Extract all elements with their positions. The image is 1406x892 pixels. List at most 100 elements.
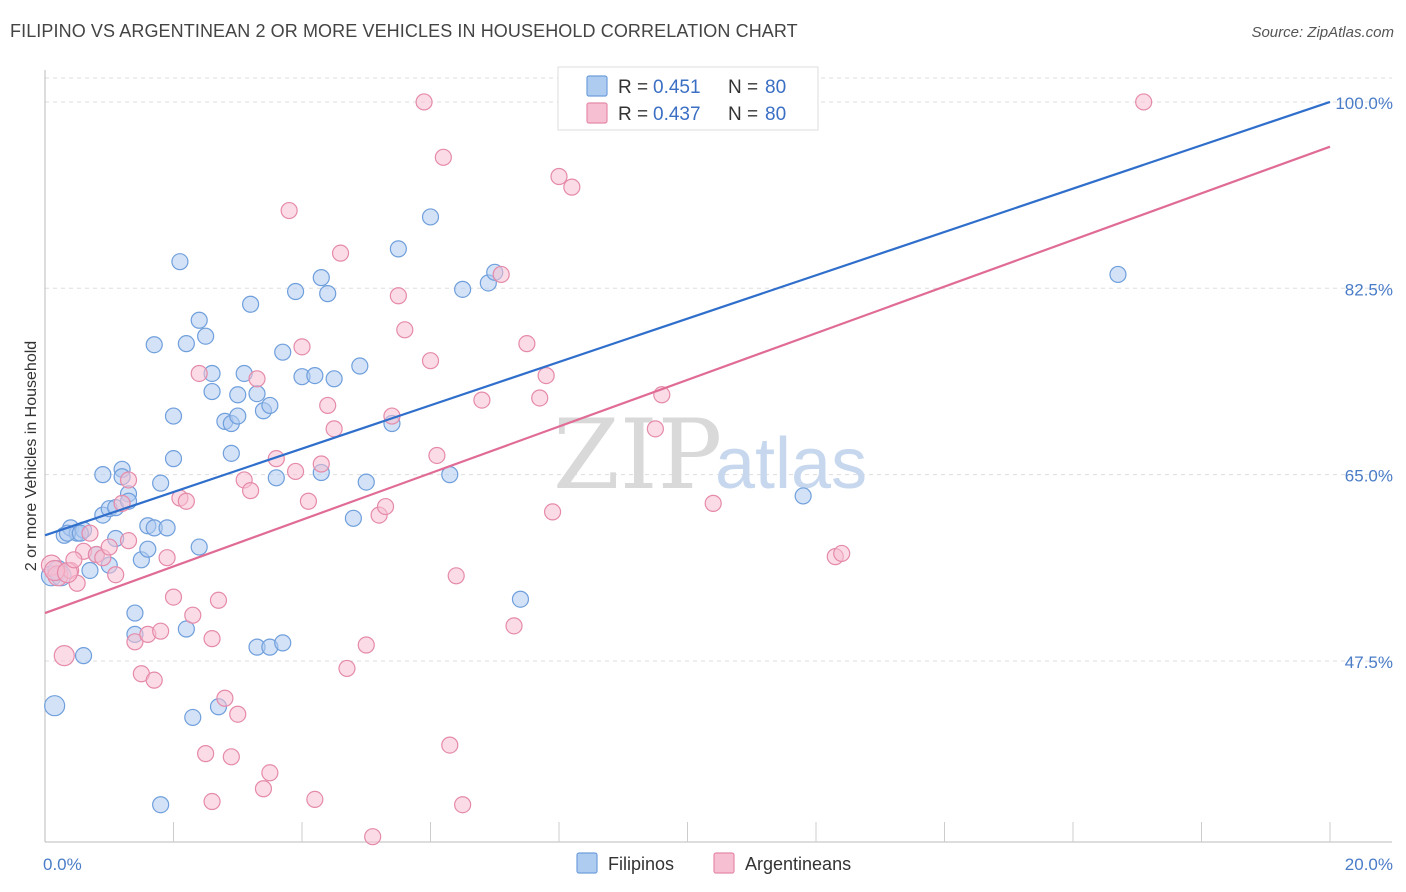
argentineans-point-13 bbox=[119, 471, 138, 489]
argentineans-point-10 bbox=[107, 566, 125, 584]
legend-n-value-argentineans: 80 bbox=[765, 104, 786, 125]
legend-r-label-argentineans: R = bbox=[618, 104, 648, 125]
argentineans-point-28 bbox=[209, 591, 228, 609]
bottom-legend-filipinos: Filipinos bbox=[608, 854, 674, 874]
argentineans-point-34 bbox=[248, 370, 266, 388]
legend-r-value-argentineans: 0.437 bbox=[653, 104, 701, 125]
argentineans-point-14 bbox=[126, 633, 144, 651]
filipinos-point-48 bbox=[248, 385, 266, 403]
filipinos-point-70 bbox=[454, 280, 472, 298]
argentineans-point-67 bbox=[537, 367, 555, 385]
chart-title: FILIPINO VS ARGENTINEAN 2 OR MORE VEHICL… bbox=[10, 21, 798, 41]
filipinos-point-47 bbox=[242, 295, 260, 313]
legend-swatch-filipinos bbox=[586, 75, 608, 97]
argentineans-point-35 bbox=[254, 780, 273, 798]
argentineans-point-48 bbox=[357, 636, 375, 654]
y-axis-label: 2 or more Vehicles in Household bbox=[23, 341, 40, 571]
x-tick-label-1: 20.0% bbox=[1345, 855, 1393, 874]
filipinos-point-43 bbox=[222, 444, 240, 462]
filipinos-point-51 bbox=[261, 396, 279, 415]
argentineans-point-17 bbox=[145, 671, 163, 689]
filipinos-point-55 bbox=[274, 634, 292, 652]
filipinos-point-74 bbox=[794, 487, 812, 505]
filipinos-point-62 bbox=[325, 370, 343, 388]
filipinos-point-37 bbox=[197, 327, 215, 345]
argentineans-point-43 bbox=[312, 455, 330, 473]
filipinos-points bbox=[40, 208, 1127, 814]
argentineans-point-24 bbox=[190, 364, 208, 383]
y-tick-labels: 100.0% 82.5% 65.0% 47.5% bbox=[1335, 94, 1393, 672]
argentineans-point-23 bbox=[184, 606, 202, 624]
watermark-atlas: atlas bbox=[715, 424, 867, 504]
argentineans-point-69 bbox=[550, 167, 568, 186]
argentineans-point-39 bbox=[286, 462, 305, 481]
legend-n-label-filipinos: N = bbox=[728, 77, 758, 98]
filipinos-point-56 bbox=[286, 282, 305, 301]
argentineans-point-60 bbox=[447, 567, 465, 585]
x-tick-marks bbox=[173, 822, 1331, 842]
filipinos-point-68 bbox=[421, 208, 440, 226]
filipinos-point-10 bbox=[94, 466, 112, 484]
filipinos-point-26 bbox=[152, 474, 170, 492]
filipinos-point-36 bbox=[190, 311, 208, 329]
y-tick-label-1: 82.5% bbox=[1345, 280, 1393, 299]
argentineans-point-37 bbox=[267, 450, 285, 468]
argentineans-point-62 bbox=[473, 391, 491, 409]
argentineans-point-40 bbox=[293, 338, 311, 356]
argentineans-point-54 bbox=[396, 321, 414, 339]
axes bbox=[44, 70, 1392, 843]
trend-lines bbox=[44, 100, 1331, 615]
argentineans-point-49 bbox=[364, 828, 382, 846]
filipinos-point-44 bbox=[229, 407, 247, 425]
argentineans-trend-line bbox=[44, 145, 1331, 615]
filipinos-point-53 bbox=[267, 469, 285, 487]
legend-swatch-argentineans bbox=[586, 102, 608, 124]
legend-r-value-filipinos: 0.451 bbox=[653, 77, 701, 98]
argentineans-point-25 bbox=[197, 745, 215, 763]
source-credit: Source: ZipAtlas.com bbox=[1251, 24, 1394, 41]
filipinos-point-23 bbox=[139, 540, 157, 558]
argentineans-point-38 bbox=[280, 201, 298, 220]
argentineans-point-27 bbox=[203, 630, 221, 648]
y-tick-label-2: 65.0% bbox=[1345, 467, 1393, 486]
argentineans-point-75 bbox=[833, 544, 851, 563]
filipinos-point-34 bbox=[184, 708, 202, 727]
argentineans-point-26 bbox=[203, 792, 221, 811]
filipinos-point-5 bbox=[74, 647, 93, 665]
argentineans-point-58 bbox=[434, 148, 452, 166]
argentineans-point-6 bbox=[81, 524, 99, 542]
legend-n-value-filipinos: 80 bbox=[765, 77, 786, 98]
argentineans-point-18 bbox=[152, 622, 170, 640]
argentineans-point-71 bbox=[646, 420, 664, 438]
argentineans-point-2 bbox=[53, 645, 75, 667]
filipinos-point-33 bbox=[177, 335, 195, 353]
argentineans-point-68 bbox=[543, 503, 562, 521]
filipinos-point-35 bbox=[190, 538, 208, 556]
argentineans-point-31 bbox=[229, 705, 247, 723]
filipinos-point-31 bbox=[171, 253, 189, 271]
x-tick-label-0: 0.0% bbox=[43, 855, 82, 874]
filipinos-point-19 bbox=[126, 604, 144, 622]
argentineans-point-33 bbox=[242, 482, 260, 500]
legend-n-label-argentineans: N = bbox=[728, 104, 758, 125]
filipinos-point-38 bbox=[203, 382, 221, 401]
argentineans-point-41 bbox=[299, 492, 318, 510]
filipinos-point-32 bbox=[177, 620, 195, 638]
argentineans-point-70 bbox=[563, 178, 581, 196]
argentineans-point-36 bbox=[261, 764, 279, 782]
watermark: ZIP atlas bbox=[553, 399, 867, 511]
filipinos-point-27 bbox=[152, 796, 170, 814]
argentineans-point-55 bbox=[415, 93, 433, 111]
filipinos-point-73 bbox=[511, 590, 530, 608]
legend-r-label-filipinos: R = bbox=[618, 77, 648, 98]
argentineans-point-57 bbox=[428, 446, 446, 465]
argentineans-point-61 bbox=[454, 796, 472, 814]
argentineans-point-45 bbox=[325, 420, 343, 438]
argentineans-point-44 bbox=[319, 396, 337, 415]
filipinos-point-75 bbox=[1109, 265, 1127, 284]
argentineans-point-20 bbox=[164, 588, 183, 606]
filipinos-point-65 bbox=[357, 473, 375, 491]
argentineans-point-63 bbox=[492, 265, 510, 284]
argentineans-point-19 bbox=[158, 549, 176, 567]
